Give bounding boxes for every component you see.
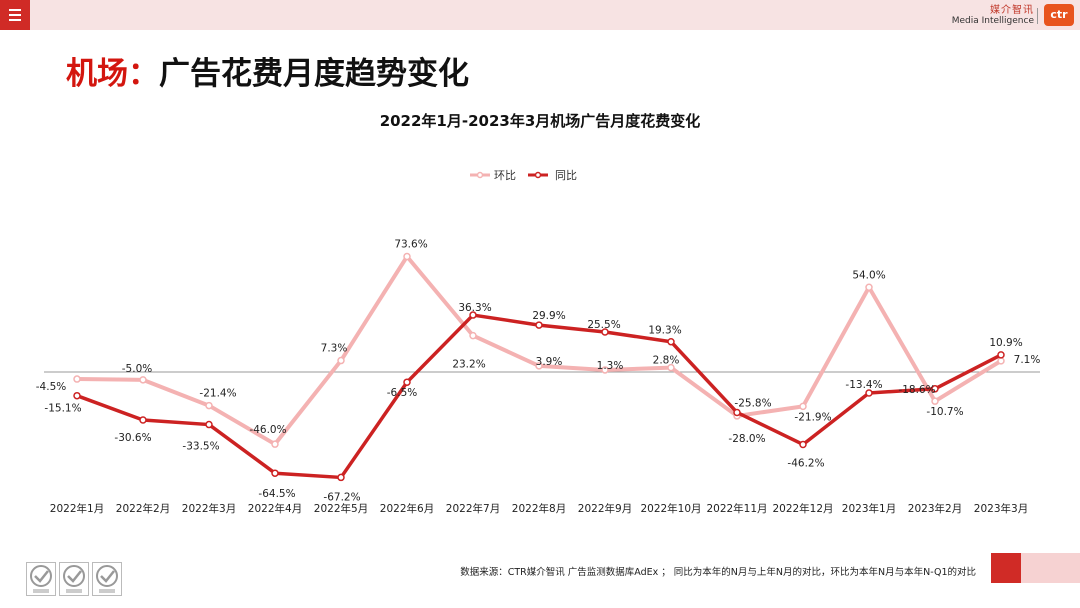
data-label: -18.6%	[898, 384, 935, 396]
ctr-logo: ctr	[1044, 4, 1074, 26]
data-point	[733, 408, 741, 417]
data-point	[601, 366, 609, 374]
data-point	[403, 378, 411, 386]
data-label: 3.9%	[536, 356, 563, 368]
data-label: 2.8%	[653, 355, 680, 367]
data-point	[469, 331, 477, 340]
legend-marker-1	[534, 171, 542, 179]
x-tick-label: 2022年12月	[772, 502, 833, 515]
page-title: 机场：广告花费月度趋势变化	[66, 48, 469, 93]
data-point	[601, 328, 609, 336]
data-point	[205, 401, 213, 410]
x-tick-label: 2022年10月	[640, 502, 701, 515]
data-point	[997, 351, 1005, 359]
data-label: 23.2%	[452, 359, 485, 371]
brand-name-en: Media Intelligence	[951, 16, 1034, 26]
data-point	[139, 416, 147, 424]
x-tick-label: 2022年5月	[314, 502, 368, 515]
data-point	[865, 389, 873, 397]
data-point	[865, 283, 873, 292]
data-point	[535, 362, 543, 370]
data-label: -15.1%	[44, 403, 81, 415]
data-label: 36.3%	[458, 302, 491, 314]
data-point	[535, 321, 543, 329]
x-tick-label: 2022年2月	[116, 502, 170, 515]
legend-label-1: 同比	[555, 169, 577, 182]
data-label: -10.7%	[926, 406, 963, 418]
top-bar	[0, 0, 1080, 30]
page-title-main: 广告花费月度趋势变化	[159, 56, 469, 92]
x-tick-label: 2022年7月	[446, 502, 500, 515]
x-tick-label: 2022年8月	[512, 502, 566, 515]
data-point	[139, 376, 147, 384]
x-tick-label: 2022年3月	[182, 502, 236, 515]
data-label: 54.0%	[852, 269, 885, 281]
chart-title: 2022年1月-2023年3月机场广告月度花费变化	[379, 112, 701, 130]
data-label: -25.8%	[734, 397, 771, 409]
data-point	[931, 397, 939, 405]
hamburger-menu-icon[interactable]	[0, 0, 30, 30]
x-tick-label: 2022年4月	[248, 502, 302, 515]
brand-name-cn: 媒介智讯	[990, 5, 1034, 16]
data-label: -4.5%	[36, 381, 66, 393]
data-point	[271, 440, 279, 448]
data-label: -46.2%	[787, 457, 824, 469]
data-point	[337, 356, 345, 365]
data-label: 73.6%	[394, 239, 427, 251]
data-label: -64.5%	[258, 488, 295, 500]
data-label: -33.5%	[182, 441, 219, 453]
data-label: 19.3%	[648, 325, 681, 337]
source-note: 数据来源：CTR媒介智讯 广告监测数据库AdEx ； 同比为本年的N月与上年N月…	[460, 567, 976, 578]
data-label: -21.9%	[794, 411, 831, 423]
x-tick-label: 2022年1月	[50, 502, 104, 515]
data-point	[997, 357, 1005, 365]
x-tick-label: 2022年9月	[578, 502, 632, 515]
x-tick-label: 2022年6月	[380, 502, 434, 515]
data-point	[931, 385, 939, 393]
data-label: -21.4%	[199, 388, 236, 400]
data-label: 7.3%	[321, 343, 348, 355]
data-point	[337, 473, 345, 482]
data-label: 1.3%	[597, 360, 624, 372]
line-chart: 环比 同比 -4.5% -5.0% -21.4% -46.0% 7.3% 73.6% 23.2%…	[36, 169, 1041, 515]
x-tick-label: 2023年3月	[974, 502, 1028, 515]
data-label: -6.5%	[387, 387, 417, 399]
x-tick-label: 2023年2月	[908, 502, 962, 515]
data-label: 10.9%	[989, 337, 1022, 349]
x-tick-label: 2022年11月	[706, 502, 767, 515]
data-point	[667, 337, 675, 346]
series-line-0	[75, 254, 1003, 447]
brand-divider	[1037, 8, 1038, 24]
data-point	[271, 469, 279, 477]
data-label: 29.9%	[532, 310, 565, 322]
x-tick-label: 2023年1月	[842, 502, 896, 515]
data-point	[799, 402, 807, 411]
data-point	[73, 375, 81, 383]
data-point	[667, 363, 675, 372]
sgs-cert-icon	[92, 562, 122, 596]
legend-marker-0	[476, 171, 484, 179]
data-label: 7.1%	[1014, 354, 1041, 366]
data-label: -13.4%	[845, 379, 882, 391]
footer-accent-bar	[1021, 553, 1080, 583]
data-point	[799, 440, 807, 449]
data-label: -5.0%	[122, 363, 152, 375]
data-point	[205, 420, 213, 429]
footer-accent-block	[991, 553, 1021, 583]
data-label: -30.6%	[114, 432, 151, 444]
brand-text: 媒介智讯 Media Intelligence	[952, 5, 1034, 27]
data-point	[73, 391, 81, 400]
data-label: -28.0%	[728, 433, 765, 445]
sgs-cert-icon	[59, 562, 89, 596]
legend-label-0: 环比	[494, 169, 516, 182]
data-label: 25.5%	[587, 319, 620, 331]
data-point	[403, 252, 411, 261]
data-point	[469, 311, 477, 319]
sgs-cert-icon	[26, 562, 56, 596]
data-label: -46.0%	[249, 424, 286, 436]
page-title-prefix: 机场：	[66, 56, 159, 92]
data-label: -67.2%	[323, 491, 360, 503]
